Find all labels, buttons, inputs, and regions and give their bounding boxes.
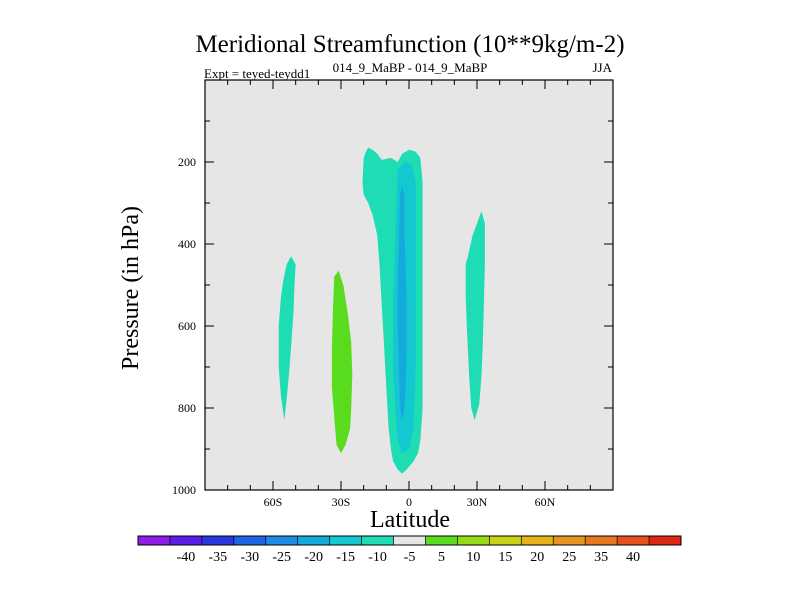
x-tick-label: 60N — [535, 495, 556, 509]
y-tick-label: 400 — [178, 237, 196, 251]
y-tick-label: 200 — [178, 155, 196, 169]
y-tick-label: 800 — [178, 401, 196, 415]
x-axis: 60S 30S 0 30N 60N — [227, 80, 591, 509]
colorbar-swatch — [393, 536, 426, 545]
contour-regions — [278, 147, 485, 474]
colorbar-label: 10 — [466, 550, 480, 565]
colorbar-label: 40 — [626, 550, 640, 565]
colorbar-label: -25 — [272, 550, 291, 565]
x-tick-label: 30S — [332, 495, 351, 509]
neg-cell-60s — [278, 256, 296, 421]
chart-title: Meridional Streamfunction (10**9kg/m-2) — [195, 31, 624, 58]
colorbar-swatch — [585, 536, 618, 545]
colorbar-swatch — [138, 536, 171, 545]
colorbar-swatch — [649, 536, 682, 545]
subtitle-left: Expt = teyed-teydd1 — [204, 66, 310, 81]
pos-cell-30s — [331, 270, 353, 454]
colorbar-label: -20 — [304, 550, 323, 565]
x-tick-label: 30N — [467, 495, 488, 509]
colorbar-frame — [137, 535, 682, 546]
x-tick-label: 60S — [264, 495, 283, 509]
y-axis: 200 400 600 800 1000 — [172, 120, 613, 497]
colorbar-swatch — [425, 536, 458, 545]
colorbar-label: 25 — [562, 550, 576, 565]
subtitle-right: JJA — [592, 60, 612, 75]
colorbar-swatch — [489, 536, 522, 545]
y-tick-label: 600 — [178, 319, 196, 333]
colorbar-label: 15 — [498, 550, 512, 565]
colorbar-label: -40 — [177, 550, 196, 565]
y-axis-title: Pressure (in hPa) — [118, 206, 144, 370]
colorbar-swatch — [201, 536, 235, 545]
colorbar: -40 -35 -30 -25 -20 -15 -10 -5 5 10 15 20 25 35 40 — [137, 535, 682, 565]
colorbar-swatch — [233, 536, 267, 545]
colorbar-swatch — [521, 536, 554, 545]
colorbar-swatch — [169, 536, 203, 545]
colorbar-swatch — [329, 536, 362, 545]
colorbar-label: 35 — [594, 550, 608, 565]
colorbar-swatch — [617, 536, 650, 545]
colorbar-label: -35 — [209, 550, 228, 565]
colorbar-swatch — [297, 536, 330, 545]
colorbar-swatch — [457, 536, 490, 545]
neg-cell-30n — [465, 211, 485, 421]
x-tick-label: 0 — [406, 495, 412, 509]
colorbar-label: 5 — [438, 550, 445, 565]
colorbar-label: 20 — [530, 550, 544, 565]
colorbar-label: -10 — [368, 550, 387, 565]
colorbar-label: -5 — [404, 550, 416, 565]
neg-cell-core — [397, 186, 407, 421]
y-tick-label: 1000 — [172, 483, 196, 497]
colorbar-swatch — [553, 536, 586, 545]
colorbar-swatch — [265, 536, 298, 545]
colorbar-label: -30 — [240, 550, 259, 565]
colorbar-label: -15 — [336, 550, 355, 565]
colorbar-swatch — [361, 536, 394, 545]
subtitle-center: 014_9_MaBP - 014_9_MaBP — [333, 60, 488, 75]
x-axis-title: Latitude — [370, 507, 450, 533]
